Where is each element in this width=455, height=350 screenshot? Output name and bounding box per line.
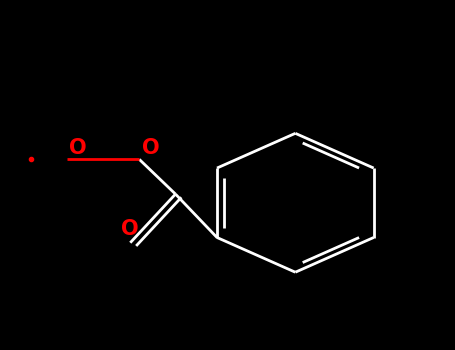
Text: O: O bbox=[69, 138, 87, 158]
Text: O: O bbox=[142, 138, 159, 158]
Text: O: O bbox=[121, 219, 139, 239]
